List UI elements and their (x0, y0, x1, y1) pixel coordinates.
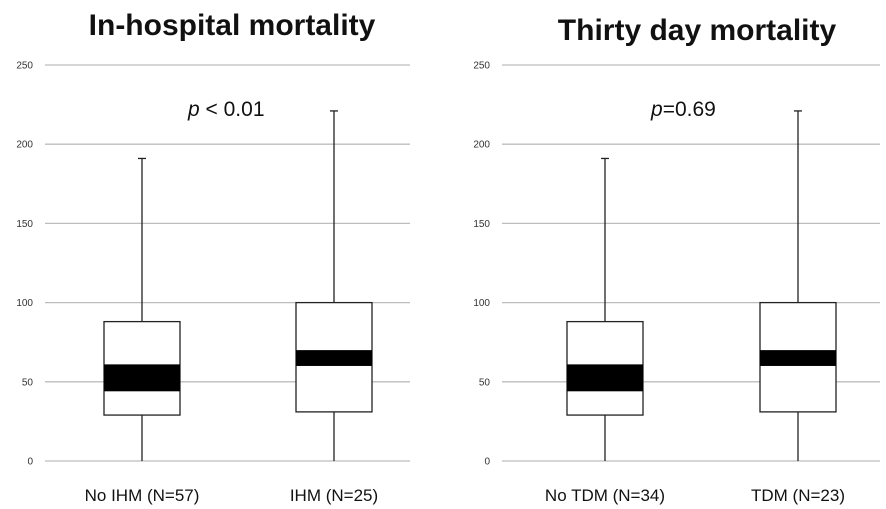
chart-title: In-hospital mortality (89, 9, 376, 42)
x-category-label-2: IHM (N=25) (290, 486, 378, 505)
y-tick-label-250: 250 (16, 61, 33, 72)
p-value-text: < 0.01 (200, 98, 265, 121)
box-2 (295, 110, 373, 461)
median-band (760, 350, 836, 366)
median-band (567, 364, 643, 392)
p-value-annotation: p=0.69 (650, 98, 716, 121)
box-2 (759, 110, 837, 461)
median-band (296, 350, 372, 366)
chart-title: Thirty day mortality (558, 14, 837, 47)
x-category-label-2: TDM (N=23) (751, 486, 845, 505)
y-tick-label-150: 150 (16, 219, 33, 230)
y-tick-label-50: 50 (479, 377, 491, 388)
y-tick-label-250: 250 (473, 61, 490, 72)
y-tick-label-150: 150 (473, 219, 490, 230)
y-tick-label-0: 0 (27, 457, 33, 468)
p-symbol: p (187, 98, 200, 121)
y-tick-label-200: 200 (473, 140, 490, 151)
x-category-label-1: No TDM (N=34) (545, 486, 665, 505)
chart-panel-2: 0 50 100 150 200 250 Thirty day mortality p=0.6… (473, 14, 880, 505)
y-tick-label-0: 0 (484, 457, 490, 468)
median-band (104, 364, 180, 392)
p-value-annotation: p < 0.01 (187, 98, 265, 121)
x-category-label-1: No IHM (N=57) (85, 486, 200, 505)
box-1 (566, 157, 644, 461)
chart-panel-1: 0 50 100 150 200 250 In-hospital mortality p < … (16, 9, 410, 505)
box-1 (103, 157, 181, 461)
p-symbol: p (650, 98, 663, 121)
p-value-text: =0.69 (663, 98, 716, 121)
y-tick-label-100: 100 (473, 298, 490, 309)
y-tick-label-100: 100 (16, 298, 33, 309)
y-tick-label-50: 50 (22, 377, 34, 388)
y-tick-label-200: 200 (16, 140, 33, 151)
